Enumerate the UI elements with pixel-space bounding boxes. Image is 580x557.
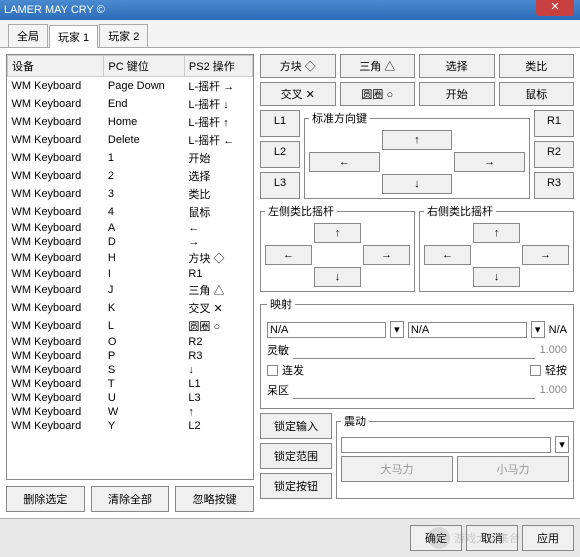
deadzone-value: 1.000 [539,384,567,396]
tab-player2[interactable]: 玩家 2 [99,24,148,47]
table-row[interactable]: WM KeyboardS↓ [8,363,253,377]
big-motor-button[interactable]: 大马力 [341,456,453,482]
deadzone-slider[interactable] [293,381,535,399]
face-button[interactable]: 类比 [499,54,575,78]
table-row[interactable]: WM KeyboardIR1 [8,267,253,281]
lstick-label: 左侧类比摇杆 [265,203,337,219]
arrow-down-button[interactable]: ↓ [382,174,453,194]
shoulder-l-button[interactable]: L3 [260,172,300,199]
table-row[interactable]: WM KeyboardPage DownL-摇杆 → [8,77,253,96]
tab-global[interactable]: 全局 [8,24,48,47]
map-na-label: N/A [549,324,567,336]
table-row[interactable]: WM KeyboardH方块 ◇ [8,249,253,267]
rstick-label: 右侧类比摇杆 [424,203,496,219]
burst-checkbox[interactable] [267,365,278,376]
delete-selected-button[interactable]: 删除选定 [6,486,85,512]
table-row[interactable]: WM Keyboard1开始 [8,149,253,167]
face-button[interactable]: 开始 [419,82,495,106]
window-title: LAMER MAY CRY © [4,4,105,16]
clear-all-button[interactable]: 清除全部 [91,486,170,512]
face-button[interactable]: 选择 [419,54,495,78]
lock-button-button[interactable]: 锁定按钮 [260,473,332,499]
table-row[interactable]: WM KeyboardDeleteL-摇杆 ← [8,131,253,149]
sensitivity-value: 1.000 [539,344,567,356]
table-row[interactable]: WM Keyboard4鼠标 [8,203,253,221]
arrow-up-button[interactable]: ↑ [473,223,520,243]
table-row[interactable]: WM KeyboardEndL-摇杆 ↓ [8,95,253,113]
face-button[interactable]: 圆圈 ○ [340,82,416,106]
shoulder-l-button[interactable]: L1 [260,110,300,137]
arrow-down-button[interactable]: ↓ [473,267,520,287]
arrow-left-button[interactable]: ← [265,245,312,265]
col-device[interactable]: 设备 [8,56,104,77]
lock-range-button[interactable]: 锁定范围 [260,443,332,469]
lock-input-button[interactable]: 锁定输入 [260,413,332,439]
lightpress-label: 轻按 [545,362,567,378]
rumble-label: 震动 [341,413,369,429]
table-row[interactable]: WM KeyboardJ三角 △ [8,281,253,299]
table-row[interactable]: WM KeyboardHomeL-摇杆 ↑ [8,113,253,131]
shoulder-r-button[interactable]: R1 [534,110,574,137]
lightpress-checkbox[interactable] [530,365,541,376]
arrow-right-button[interactable]: → [363,245,410,265]
face-button[interactable]: 交叉 ✕ [260,82,336,106]
sensitivity-slider[interactable] [293,341,535,359]
table-row[interactable]: WM Keyboard3类比 [8,185,253,203]
arrow-left-button[interactable]: ← [309,152,380,172]
cancel-button[interactable]: 取消 [466,525,518,551]
col-key[interactable]: PC 键位 [104,56,185,77]
table-row[interactable]: WM KeyboardOR2 [8,335,253,349]
face-button[interactable]: 三角 △ [340,54,416,78]
map-select-1[interactable]: N/A [267,322,386,338]
arrow-down-button[interactable]: ↓ [314,267,361,287]
bindings-table[interactable]: 设备 PC 键位 PS2 操作 WM KeyboardPage DownL-摇杆… [7,55,253,433]
table-row[interactable]: WM KeyboardA← [8,221,253,235]
arrow-left-button[interactable]: ← [424,245,471,265]
dropdown-icon[interactable]: ▾ [390,321,404,338]
face-button[interactable]: 方块 ◇ [260,54,336,78]
table-row[interactable]: WM KeyboardL圆圈 ○ [8,317,253,335]
table-row[interactable]: WM KeyboardTL1 [8,377,253,391]
table-row[interactable]: WM Keyboard2选择 [8,167,253,185]
tab-player1[interactable]: 玩家 1 [49,25,98,48]
table-row[interactable]: WM KeyboardD→ [8,235,253,249]
arrow-right-button[interactable]: → [454,152,525,172]
tab-bar: 全局 玩家 1 玩家 2 [0,20,580,48]
table-row[interactable]: WM KeyboardYL2 [8,419,253,433]
rumble-select[interactable] [341,437,551,453]
ignore-key-button[interactable]: 忽略按键 [175,486,254,512]
col-action[interactable]: PS2 操作 [184,56,252,77]
shoulder-r-button[interactable]: R2 [534,141,574,168]
table-row[interactable]: WM KeyboardW↑ [8,405,253,419]
dropdown-icon[interactable]: ▾ [555,436,569,453]
apply-button[interactable]: 应用 [522,525,574,551]
burst-label: 连发 [282,362,304,378]
table-row[interactable]: WM KeyboardK交叉 ✕ [8,299,253,317]
table-row[interactable]: WM KeyboardPR3 [8,349,253,363]
dpad-label: 标准方向键 [309,110,370,126]
map-label: 映射 [267,296,295,312]
close-icon[interactable]: ✕ [536,0,574,16]
table-row[interactable]: WM KeyboardUL3 [8,391,253,405]
arrow-right-button[interactable]: → [522,245,569,265]
map-select-2[interactable]: N/A [408,322,527,338]
dropdown-icon[interactable]: ▾ [531,321,545,338]
sensitivity-label: 灵敏 [267,342,289,358]
face-button[interactable]: 鼠标 [499,82,575,106]
deadzone-label: 呆区 [267,382,289,398]
small-motor-button[interactable]: 小马力 [457,456,569,482]
arrow-up-button[interactable]: ↑ [314,223,361,243]
shoulder-l-button[interactable]: L2 [260,141,300,168]
arrow-up-button[interactable]: ↑ [382,130,453,150]
shoulder-r-button[interactable]: R3 [534,172,574,199]
ok-button[interactable]: 确定 [410,525,462,551]
